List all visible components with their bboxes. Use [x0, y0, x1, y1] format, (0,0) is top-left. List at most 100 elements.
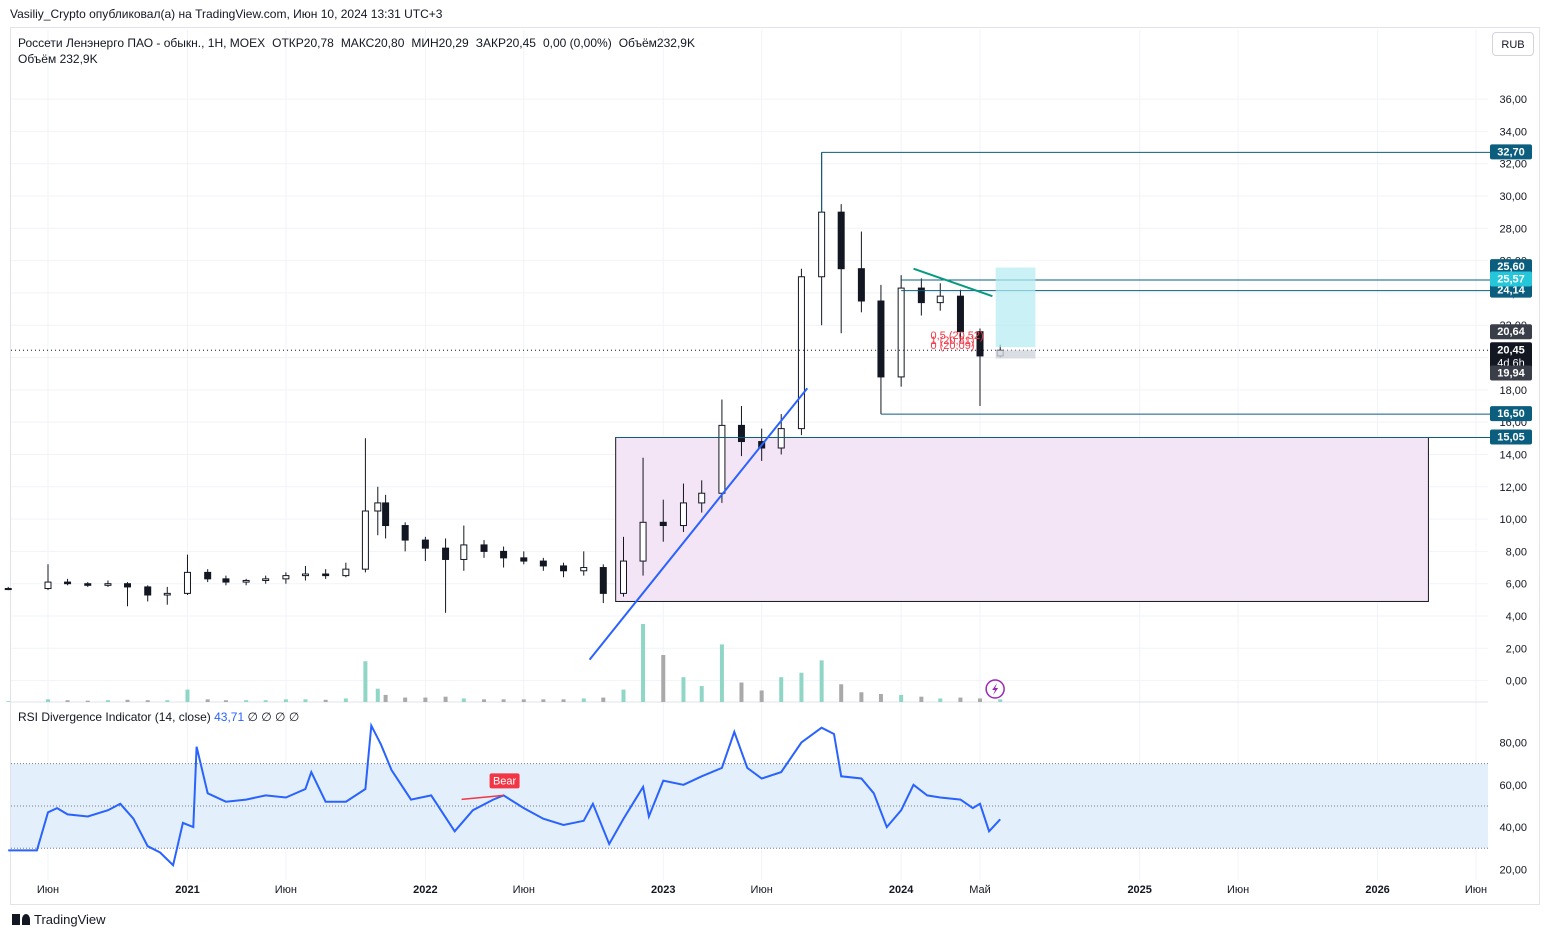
rsi-pane: Bear [8, 722, 1488, 868]
fib-label: 0,5 (20,52) [930, 330, 983, 342]
volume-bar [244, 700, 249, 702]
candle-body [4, 588, 12, 591]
bear-label-box [489, 773, 520, 789]
brand-label: TradingView [34, 912, 106, 927]
target-box [995, 267, 1036, 348]
publish-credit: Vasiliy_Crypto опубликовал(а) на Trading… [10, 7, 443, 21]
candle-body [797, 276, 805, 430]
candle-body [222, 578, 230, 583]
candle-body [976, 331, 984, 357]
volume-bar [839, 684, 844, 702]
price-tick-label: 18,00 [1499, 385, 1527, 397]
candle-body [956, 295, 964, 333]
demand-zone-rect [615, 437, 1429, 602]
volume-bar [6, 701, 11, 702]
volume-bar [998, 699, 1003, 702]
price-tag-box [1490, 342, 1532, 371]
price-tag-box [1490, 259, 1532, 275]
candle-body [679, 502, 687, 527]
price-tick-label: 32,00 [1499, 159, 1527, 171]
volume-bar [819, 660, 824, 702]
bear-label: Bear [493, 775, 517, 787]
candle-body [104, 583, 112, 586]
legend-high: МАКС20,80 [340, 36, 405, 50]
candle-body [520, 557, 528, 562]
candle-body [382, 502, 390, 527]
price-tag-box [1490, 144, 1532, 160]
rsi-legend: RSI Divergence Indicator (14, close) 43,… [18, 710, 299, 724]
time-tick-label: Май [969, 884, 991, 896]
price-tick-label: 8,00 [1506, 546, 1527, 558]
volume-bar [938, 698, 943, 702]
price-tick-label: 28,00 [1499, 223, 1527, 235]
volume-bar [621, 689, 626, 702]
time-tick-label: Июн [751, 884, 773, 896]
candle-body [262, 578, 270, 581]
price-tick-label: 6,00 [1506, 579, 1527, 591]
time-tick-label: 2022 [413, 884, 437, 896]
volume-bar [223, 700, 228, 702]
tradingview-logo-icon [12, 914, 30, 925]
time-tick-label: 2025 [1127, 884, 1151, 896]
price-tag-box [1490, 429, 1532, 445]
bear-divergence-line [461, 794, 504, 801]
candle-body [500, 550, 508, 559]
legend-open: ОТКР20,78 [272, 36, 334, 50]
price-tag-label: 20,45 [1497, 344, 1525, 356]
price-tag-label: 20,64 [1497, 326, 1525, 338]
price-tag-box [1490, 324, 1532, 340]
candle-body [342, 568, 350, 577]
candle-body [460, 544, 468, 560]
volume-bar [661, 655, 666, 702]
demand-zone [615, 437, 1429, 602]
candle-body [44, 581, 52, 590]
rsi-name: RSI Divergence Indicator (14, close) [18, 710, 211, 724]
lightning-glyph [992, 683, 999, 695]
price-tag-label: 32,70 [1497, 146, 1525, 158]
time-tick-label: Июн [513, 884, 535, 896]
time-tick-label: Июн [37, 884, 59, 896]
volume-bar [601, 697, 606, 702]
drawings: 0,5 (20,52)1 (20,81)0 (20,09) [11, 151, 1497, 699]
volume-bar [185, 689, 190, 702]
volume-bar [443, 696, 448, 702]
legend-low: МИН20,29 [411, 36, 469, 50]
candle-body [282, 575, 290, 580]
rsi-tick-label: 40,00 [1499, 822, 1527, 834]
price-tick-label: 0,00 [1506, 676, 1527, 688]
candle-body [639, 521, 647, 562]
rsi-line [8, 722, 1001, 868]
volume-bar [46, 699, 50, 702]
candle-body [480, 544, 488, 552]
volume-bar [165, 700, 170, 702]
price-tag-box [1490, 271, 1532, 287]
grid-lines [11, 30, 1488, 880]
price-tag-label: 25,60 [1497, 261, 1525, 273]
volume-bar [323, 699, 328, 702]
volume-bar [541, 699, 546, 702]
candle-body [718, 424, 726, 494]
candle-body [857, 268, 865, 302]
currency-button[interactable]: RUB [1492, 32, 1534, 56]
candle-body [777, 428, 785, 449]
candle-body [301, 573, 309, 577]
volume-bar [739, 682, 744, 702]
price-tick-label: 36,00 [1499, 94, 1527, 106]
fib-label: 1 (20,81) [930, 335, 974, 347]
candle-body [560, 565, 568, 572]
volume-legend: Объём 232,9K [18, 52, 98, 66]
candle-body [539, 560, 547, 567]
candle-body [599, 567, 607, 594]
time-tick-label: 2023 [651, 884, 675, 896]
candle-body [163, 592, 171, 596]
fib-label: 0 (20,09) [930, 340, 974, 352]
candle-body [837, 211, 845, 270]
trendline [588, 387, 809, 661]
volume-bar [699, 686, 704, 702]
volume-bar [482, 699, 487, 702]
time-tick-label: 2021 [175, 884, 199, 896]
volume-bar [859, 692, 864, 702]
volume-bar [878, 694, 883, 702]
price-tag-label: 25,57 [1497, 274, 1525, 286]
